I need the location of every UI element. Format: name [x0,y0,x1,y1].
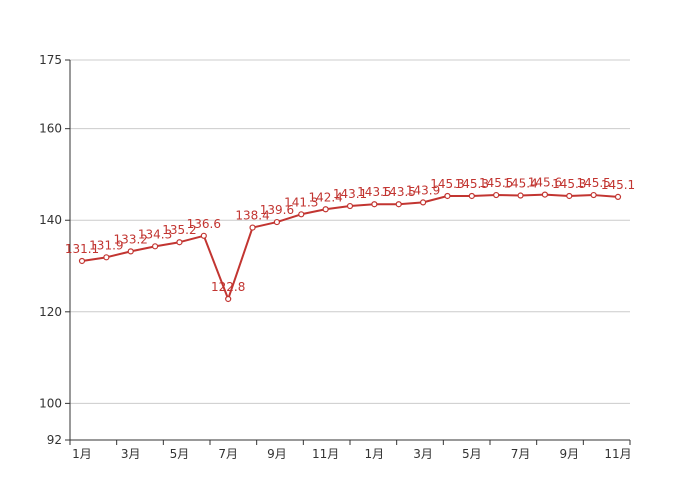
data-label: 143.5 [382,185,416,199]
x-tick-label: 11月 [312,447,339,461]
x-tick-label: 5月 [462,447,482,461]
data-point [225,295,232,303]
y-tick-label: 100 [39,396,62,410]
series-line [81,193,619,300]
x-tick-label: 7月 [511,447,531,461]
data-point [517,192,524,199]
data-label: 143.1 [333,187,367,201]
data-label: 145.5 [479,176,513,190]
data-label: 133.2 [114,232,148,246]
data-label: 139.6 [260,203,294,217]
axis-layer: 92 100 120 140 160 175 1月 3月 5月 7月 9月 11月 1月 3月 5月 7月 9月… [39,53,632,461]
data-label: 143.5 [357,185,391,199]
x-tick-label: 1月 [365,447,385,461]
data-point [614,193,622,200]
data-point [103,254,110,261]
data-point [127,248,134,255]
y-tick-label: 92 [47,433,62,447]
data-point [371,201,378,208]
data-label: 145.5 [576,176,610,190]
data-point [419,199,427,206]
x-tick-label: 3月 [121,447,141,461]
data-label: 145.3 [430,177,464,191]
data-point [298,211,305,218]
data-point [590,191,597,199]
x-tick-label: 7月 [218,447,238,461]
data-label: 122.8 [211,280,245,294]
data-point [346,202,354,210]
data-label: 136.6 [187,217,221,231]
data-label: 145.3 [455,177,489,191]
data-label: 131.9 [89,238,123,252]
x-tick-label: 5月 [170,447,190,461]
data-point [176,239,183,246]
data-point [200,232,207,239]
data-point [566,192,573,200]
data-label: 138.4 [235,209,269,223]
data-label: 143.9 [406,183,440,197]
data-point [493,191,500,199]
data-point [468,192,475,200]
data-label: 145.1 [601,178,635,192]
data-label: 141.3 [284,195,318,209]
data-point [444,192,451,200]
data-point [273,218,281,226]
data-label: 142.4 [308,190,342,204]
series-layer [78,191,622,303]
data-point [395,201,402,208]
data-label: 145.6 [528,176,562,190]
data-label: 145.4 [503,177,537,191]
y-tick-label: 140 [39,213,62,227]
grid-layer [70,59,630,404]
data-point [541,191,549,198]
x-tick-label: 3月 [413,447,433,461]
x-tick-label: 1月 [72,447,92,461]
y-tick-label: 120 [39,305,62,319]
y-tick-label: 175 [39,53,62,67]
x-tick-label: 11月 [604,447,631,461]
data-label: 145.3 [552,177,586,191]
y-tick-label: 160 [39,122,62,136]
data-point [78,257,86,265]
data-label: 131.1 [65,242,99,256]
data-point [151,243,159,250]
data-point [322,206,329,213]
data-label: 134.3 [138,227,172,241]
x-tick-label: 9月 [559,447,579,461]
data-label: 135.2 [162,223,196,237]
data-point [249,224,256,231]
x-tick-label: 9月 [267,447,287,461]
